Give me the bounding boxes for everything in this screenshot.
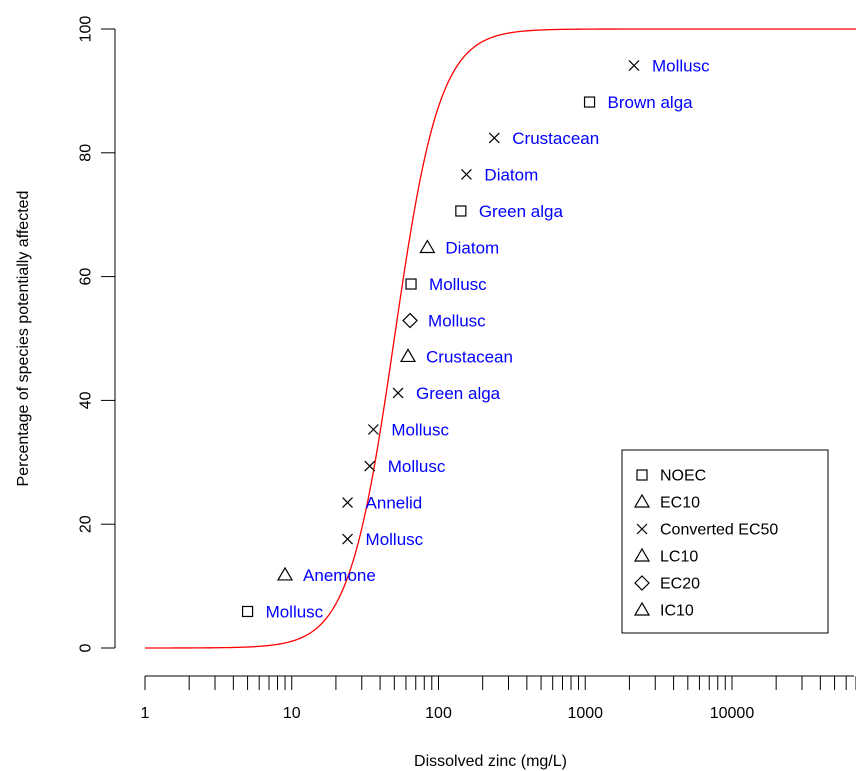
data-point-marker <box>342 533 353 545</box>
data-point-marker <box>342 497 353 508</box>
data-point-marker <box>399 348 417 363</box>
data-point-label: Crustacean <box>512 129 599 148</box>
y-tick-label: 60 <box>78 268 95 286</box>
data-point-marker <box>364 460 376 472</box>
data-point-label: Mollusc <box>652 56 710 75</box>
legend-label: EC20 <box>660 576 700 593</box>
legend-label: Converted EC50 <box>660 522 778 539</box>
data-point-label: Mollusc <box>366 530 424 549</box>
legend-label: EC10 <box>660 495 700 512</box>
y-tick-label: 20 <box>78 515 95 533</box>
data-point-marker <box>583 96 596 108</box>
y-axis-title: Percentage of species potentially affect… <box>15 191 32 487</box>
data-point-marker <box>392 387 404 399</box>
data-point-marker <box>405 278 417 290</box>
y-tick-label: 40 <box>78 391 95 409</box>
data-point-label: Brown alga <box>608 93 694 112</box>
x-axis-ticks: 1 10 100 1000 10000 <box>141 676 856 722</box>
data-point-marker <box>367 424 379 435</box>
data-point-label: Mollusc <box>391 420 449 439</box>
legend-box <box>621 449 829 634</box>
y-tick-label: 100 <box>78 16 95 43</box>
data-point-marker <box>488 132 500 144</box>
data-point-label: Mollusc <box>388 457 446 476</box>
data-point-label: Crustacean <box>426 347 513 366</box>
data-point-label: Mollusc <box>429 275 487 294</box>
legend-marker <box>633 493 651 508</box>
x-tick-label: 1000 <box>567 705 603 722</box>
data-point-marker <box>241 605 254 618</box>
data-point-marker <box>628 60 640 71</box>
x-axis-title: Dissolved zinc (mg/L) <box>414 753 567 770</box>
data-point-label: Mollusc <box>428 311 486 330</box>
y-tick-label: 80 <box>78 144 95 162</box>
legend-marker <box>636 523 648 535</box>
legend-marker <box>633 601 651 616</box>
legend-marker <box>634 575 650 591</box>
x-tick-label: 100 <box>425 705 452 722</box>
data-points: Mollusc Anemone Mollusc Annelid Mollusc Mollu… <box>241 56 710 621</box>
data-point-label: Anemone <box>303 566 376 585</box>
legend-marker <box>633 547 651 562</box>
data-point-label: Green alga <box>479 202 564 221</box>
fitted-distribution-curve <box>145 28 856 649</box>
legend: NOEC EC10 Converted EC50 LC10 EC20 IC10 <box>621 449 829 634</box>
legend-marker <box>636 469 648 481</box>
legend-label: LC10 <box>660 549 698 566</box>
data-point-marker <box>276 566 294 581</box>
x-tick-label: 10000 <box>710 705 755 722</box>
data-point-label: Green alga <box>416 384 501 403</box>
y-axis-ticks: 0 20 40 60 80 100 <box>78 16 115 652</box>
data-point-label: Diatom <box>445 238 499 257</box>
data-point-marker <box>460 169 472 180</box>
legend-label: NOEC <box>660 468 706 485</box>
y-tick-label: 0 <box>78 643 95 652</box>
axes <box>114 29 854 677</box>
data-point-marker <box>455 205 467 217</box>
x-tick-label: 10 <box>283 705 301 722</box>
legend-label: IC10 <box>660 603 694 620</box>
data-point-label: Annelid <box>366 493 423 512</box>
data-point-marker <box>419 239 436 254</box>
data-point-marker <box>402 312 418 329</box>
data-point-label: Diatom <box>484 165 538 184</box>
x-tick-label: 1 <box>141 705 150 722</box>
data-point-label: Mollusc <box>266 602 324 621</box>
